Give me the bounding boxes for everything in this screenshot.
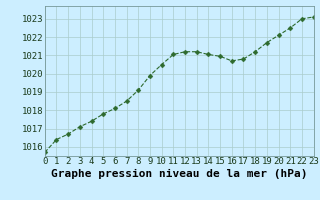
X-axis label: Graphe pression niveau de la mer (hPa): Graphe pression niveau de la mer (hPa) bbox=[51, 169, 308, 179]
